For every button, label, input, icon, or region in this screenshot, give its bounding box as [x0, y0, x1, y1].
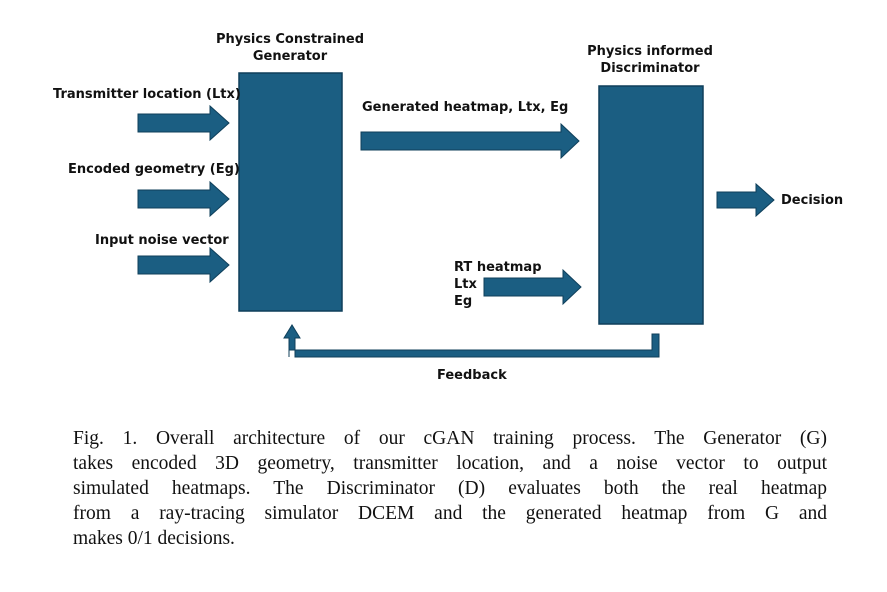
- transmitter-location-label: Transmitter location (Ltx): [53, 87, 241, 102]
- figure-caption: Fig. 1. Overall architecture of our cGAN…: [73, 426, 827, 551]
- generated-heatmap-label: Generated heatmap, Ltx, Eg: [362, 100, 569, 115]
- caption-line-3: simulated heatmaps. The Discriminator (D…: [73, 478, 827, 499]
- caption-line-5: makes 0/1 decisions.: [73, 528, 235, 549]
- rt-heatmap-label: RT heatmap: [454, 260, 542, 275]
- decision-arrow: [716, 182, 775, 218]
- discriminator-title-line2: Discriminator: [600, 61, 700, 76]
- encoded-geometry-label: Encoded geometry (Eg): [68, 162, 240, 177]
- discriminator-block: [598, 85, 704, 325]
- generator-title: Physics Constrained Generator: [190, 31, 390, 65]
- caption-line-1: Fig. 1. Overall architecture of our cGAN…: [73, 428, 827, 449]
- feedback-arrow: [283, 324, 660, 358]
- generator-title-line2: Generator: [252, 49, 328, 64]
- architecture-diagram: [137, 72, 775, 358]
- caption-line-2: takes encoded 3D geometry, transmitter l…: [73, 453, 827, 474]
- transmitter-input-arrow: [137, 104, 230, 142]
- generator-block: [238, 72, 343, 312]
- generated-heatmap-arrow: [360, 122, 580, 160]
- real-heatmap-arrow: [483, 268, 582, 306]
- discriminator-title-line1: Physics informed: [587, 44, 713, 59]
- caption-line-4: from a ray-tracing simulator DCEM and th…: [73, 503, 827, 524]
- real-ltx-label: Ltx: [454, 277, 477, 292]
- geometry-input-arrow: [137, 180, 230, 218]
- generator-title-line1: Physics Constrained: [215, 32, 365, 47]
- noise-input-arrow: [137, 246, 230, 284]
- discriminator-title: Physics informed Discriminator: [550, 43, 750, 77]
- decision-label: Decision: [781, 193, 844, 208]
- input-noise-label: Input noise vector: [95, 233, 229, 248]
- real-eg-label: Eg: [454, 294, 473, 309]
- real-inputs-label: RT heatmap Ltx Eg: [454, 259, 542, 310]
- feedback-label: Feedback: [437, 368, 507, 383]
